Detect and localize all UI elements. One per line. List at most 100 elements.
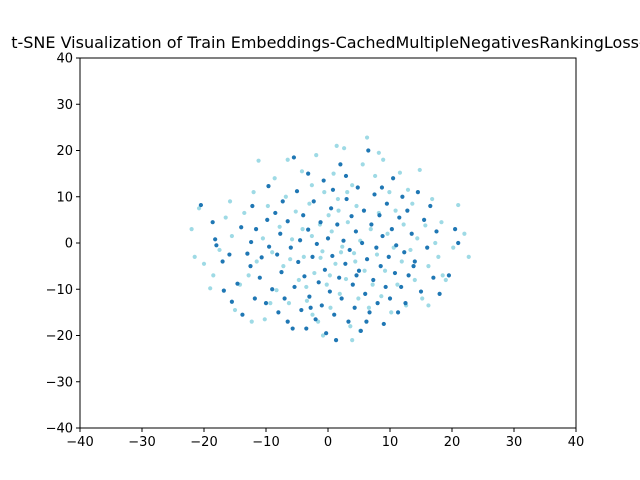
data-point <box>321 178 326 183</box>
data-point <box>426 303 431 308</box>
data-point <box>370 282 375 287</box>
x-tick-label: 40 <box>568 435 585 450</box>
data-point <box>367 310 372 315</box>
data-point <box>294 189 300 194</box>
data-point <box>350 338 355 343</box>
data-point <box>310 254 315 259</box>
data-point <box>443 277 448 283</box>
data-point <box>440 273 445 278</box>
data-point <box>329 229 334 234</box>
data-point <box>371 277 376 283</box>
data-point <box>380 233 385 239</box>
data-point <box>333 338 339 343</box>
y-axis: −40 −30 −20 −10 0 10 20 30 40 <box>46 52 80 437</box>
data-point <box>426 264 431 269</box>
data-point <box>285 219 290 224</box>
data-point <box>192 254 197 259</box>
data-point <box>286 301 292 306</box>
data-point <box>343 261 348 266</box>
data-point <box>387 190 392 195</box>
data-point <box>374 245 379 250</box>
x-tick-label: −30 <box>128 435 155 450</box>
data-point <box>381 157 386 162</box>
data-point <box>356 268 362 273</box>
data-point <box>433 240 438 246</box>
data-point <box>422 217 427 222</box>
chart-title: t-SNE Visualization of Train Embeddings-… <box>11 33 640 52</box>
data-point <box>387 296 393 301</box>
data-point <box>343 276 349 282</box>
data-point <box>210 220 215 225</box>
data-point <box>383 284 388 290</box>
data-point <box>400 194 405 199</box>
data-point <box>229 233 234 239</box>
data-point <box>343 173 349 179</box>
y-tick-label: −20 <box>46 329 73 344</box>
data-point <box>249 319 254 324</box>
data-point <box>296 277 301 283</box>
data-point <box>291 155 296 160</box>
data-point <box>374 252 380 257</box>
data-point <box>311 199 316 204</box>
x-tick-label: 30 <box>506 435 523 450</box>
data-point <box>397 215 402 220</box>
data-point <box>389 310 394 315</box>
data-point <box>397 170 403 175</box>
data-point <box>333 261 338 266</box>
data-point <box>408 247 413 253</box>
data-point <box>354 273 359 278</box>
data-point <box>338 162 343 167</box>
data-point <box>344 196 349 202</box>
x-tick-label: −40 <box>66 435 93 450</box>
y-tick-label: −30 <box>46 375 73 390</box>
data-point <box>313 317 318 322</box>
data-point <box>364 319 369 324</box>
data-point <box>208 286 213 291</box>
data-point <box>385 231 390 236</box>
data-point <box>339 296 344 301</box>
data-point <box>439 220 444 225</box>
data-point <box>290 326 295 331</box>
data-point <box>217 247 222 253</box>
y-tick-label: −10 <box>46 283 73 298</box>
data-point <box>296 259 301 265</box>
data-point <box>304 326 309 331</box>
data-point <box>328 305 333 310</box>
data-point <box>462 231 467 236</box>
data-point <box>327 289 332 294</box>
data-point <box>267 244 272 249</box>
data-point <box>289 237 295 242</box>
data-point <box>272 176 277 181</box>
data-point <box>257 275 262 280</box>
data-point <box>375 301 380 306</box>
data-point <box>239 225 244 230</box>
data-point <box>340 244 345 249</box>
data-point <box>335 222 340 227</box>
data-point <box>411 264 416 269</box>
data-point <box>245 251 250 256</box>
data-point <box>314 241 319 247</box>
data-point <box>322 267 327 272</box>
data-point <box>227 199 233 204</box>
data-point <box>352 305 357 310</box>
y-tick-label: 0 <box>65 237 73 252</box>
data-point <box>412 259 417 264</box>
data-point <box>250 203 255 209</box>
data-point <box>265 203 270 209</box>
data-point <box>394 243 399 248</box>
x-tick-label: 20 <box>444 435 461 450</box>
data-point <box>318 255 323 260</box>
plot-area <box>79 57 577 429</box>
data-point <box>446 273 451 278</box>
data-point <box>306 227 311 232</box>
data-point <box>312 270 317 276</box>
data-point <box>293 209 298 214</box>
data-point <box>201 261 207 266</box>
x-tick-label: −10 <box>252 435 279 450</box>
data-point <box>349 214 354 219</box>
data-point <box>306 171 311 176</box>
data-point <box>318 220 323 225</box>
data-point <box>378 264 383 269</box>
data-point <box>223 215 228 220</box>
data-point <box>198 202 203 208</box>
